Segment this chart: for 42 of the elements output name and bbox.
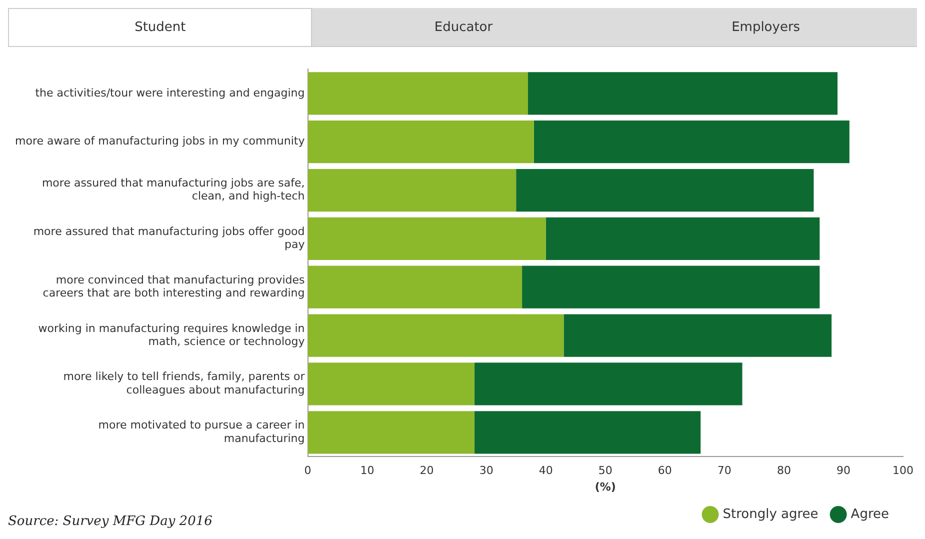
x-tick-label: 20 (420, 464, 434, 478)
bar (564, 314, 832, 357)
x-tick-label: 80 (776, 464, 791, 478)
text: Educator (433, 18, 494, 36)
x-tick-label: 40 (538, 464, 553, 478)
bar (308, 120, 534, 164)
x-tick-label: 90 (836, 464, 850, 478)
x-tick-label: 0 (304, 464, 312, 478)
text: Employers (730, 18, 802, 36)
legend-label: Agree (850, 506, 890, 522)
x-tick-label: 50 (598, 464, 612, 478)
bar (546, 217, 820, 260)
bar (308, 362, 474, 406)
legend-label: Strongly agree (722, 506, 818, 522)
bar (308, 217, 546, 260)
x-axis-title: (%) (594, 480, 616, 494)
bar (308, 411, 474, 454)
x-tick-label: 60 (658, 464, 672, 478)
bar (474, 362, 742, 406)
y-tick-label: more assured that manufacturing jobs are safe, clean, and high-tech (42, 176, 305, 203)
x-tick-label: 100 (892, 464, 914, 478)
x-tick-label: 10 (360, 464, 374, 478)
y-tick-label: more aware of manufacturing jobs in my community (14, 134, 306, 148)
bar (522, 266, 820, 308)
source-note: Source: Survey MFG Day 2016 (8, 514, 212, 529)
y-tick-label: more likely to tell friends, family, parents or colleagues about manufacturing (63, 370, 306, 396)
bar (308, 168, 516, 212)
y-tick-label: working in manufacturing requires knowledge in math, science or technology (38, 322, 306, 348)
y-tick-label: more assured that manufacturing jobs offer good pay (33, 224, 306, 252)
bar (308, 72, 528, 115)
bar (474, 411, 701, 454)
y-tick-label: the activities/tour were interesting and engaging (35, 86, 305, 100)
bar (534, 120, 850, 164)
y-tick-label: more motivated to pursue a career in manufacturing (98, 418, 305, 445)
y-tick-label: more convinced that manufacturing provides careers that are both interesting and rewarding (42, 273, 306, 300)
bar (308, 266, 522, 308)
text: Student (8, 8, 312, 46)
x-tick-label: 70 (717, 464, 732, 478)
bar (308, 314, 564, 357)
bar (528, 72, 838, 115)
bar (516, 168, 814, 212)
x-tick-label: 30 (479, 464, 494, 478)
